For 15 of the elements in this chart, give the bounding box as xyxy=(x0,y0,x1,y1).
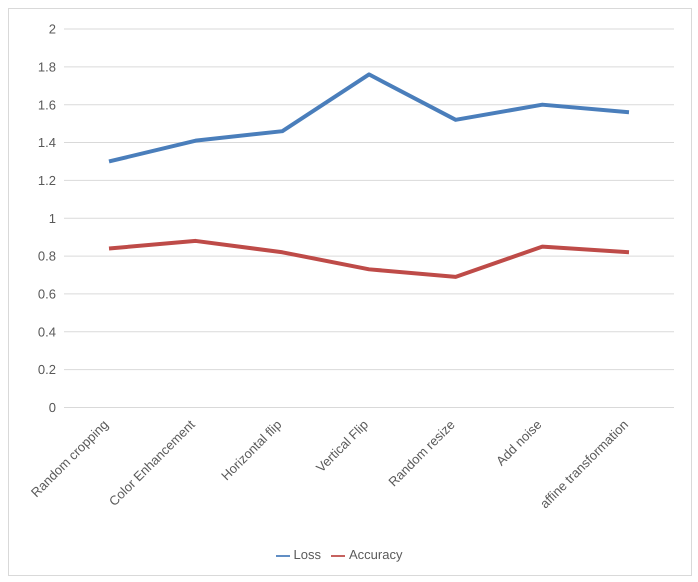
y-tick-label: 0.6 xyxy=(38,286,56,302)
y-tick-label: 1 xyxy=(48,210,56,226)
y-tick-label: 0.4 xyxy=(38,324,56,340)
y-tick-label: 1.4 xyxy=(38,135,56,150)
y-tick-label: 1.2 xyxy=(38,172,56,188)
y-tick-label: 0 xyxy=(48,400,56,416)
line-series xyxy=(107,238,631,279)
y-tick-label: 0.8 xyxy=(38,248,56,264)
legend-label: Accuracy xyxy=(349,547,402,562)
y-tick-label: 0.2 xyxy=(38,362,56,378)
legend-label: Loss xyxy=(294,547,321,562)
y-tick-label: 2 xyxy=(48,22,56,37)
y-tick-label: 1.6 xyxy=(38,97,56,112)
y-tick-label: 1.8 xyxy=(38,59,56,74)
line-series xyxy=(107,72,631,164)
